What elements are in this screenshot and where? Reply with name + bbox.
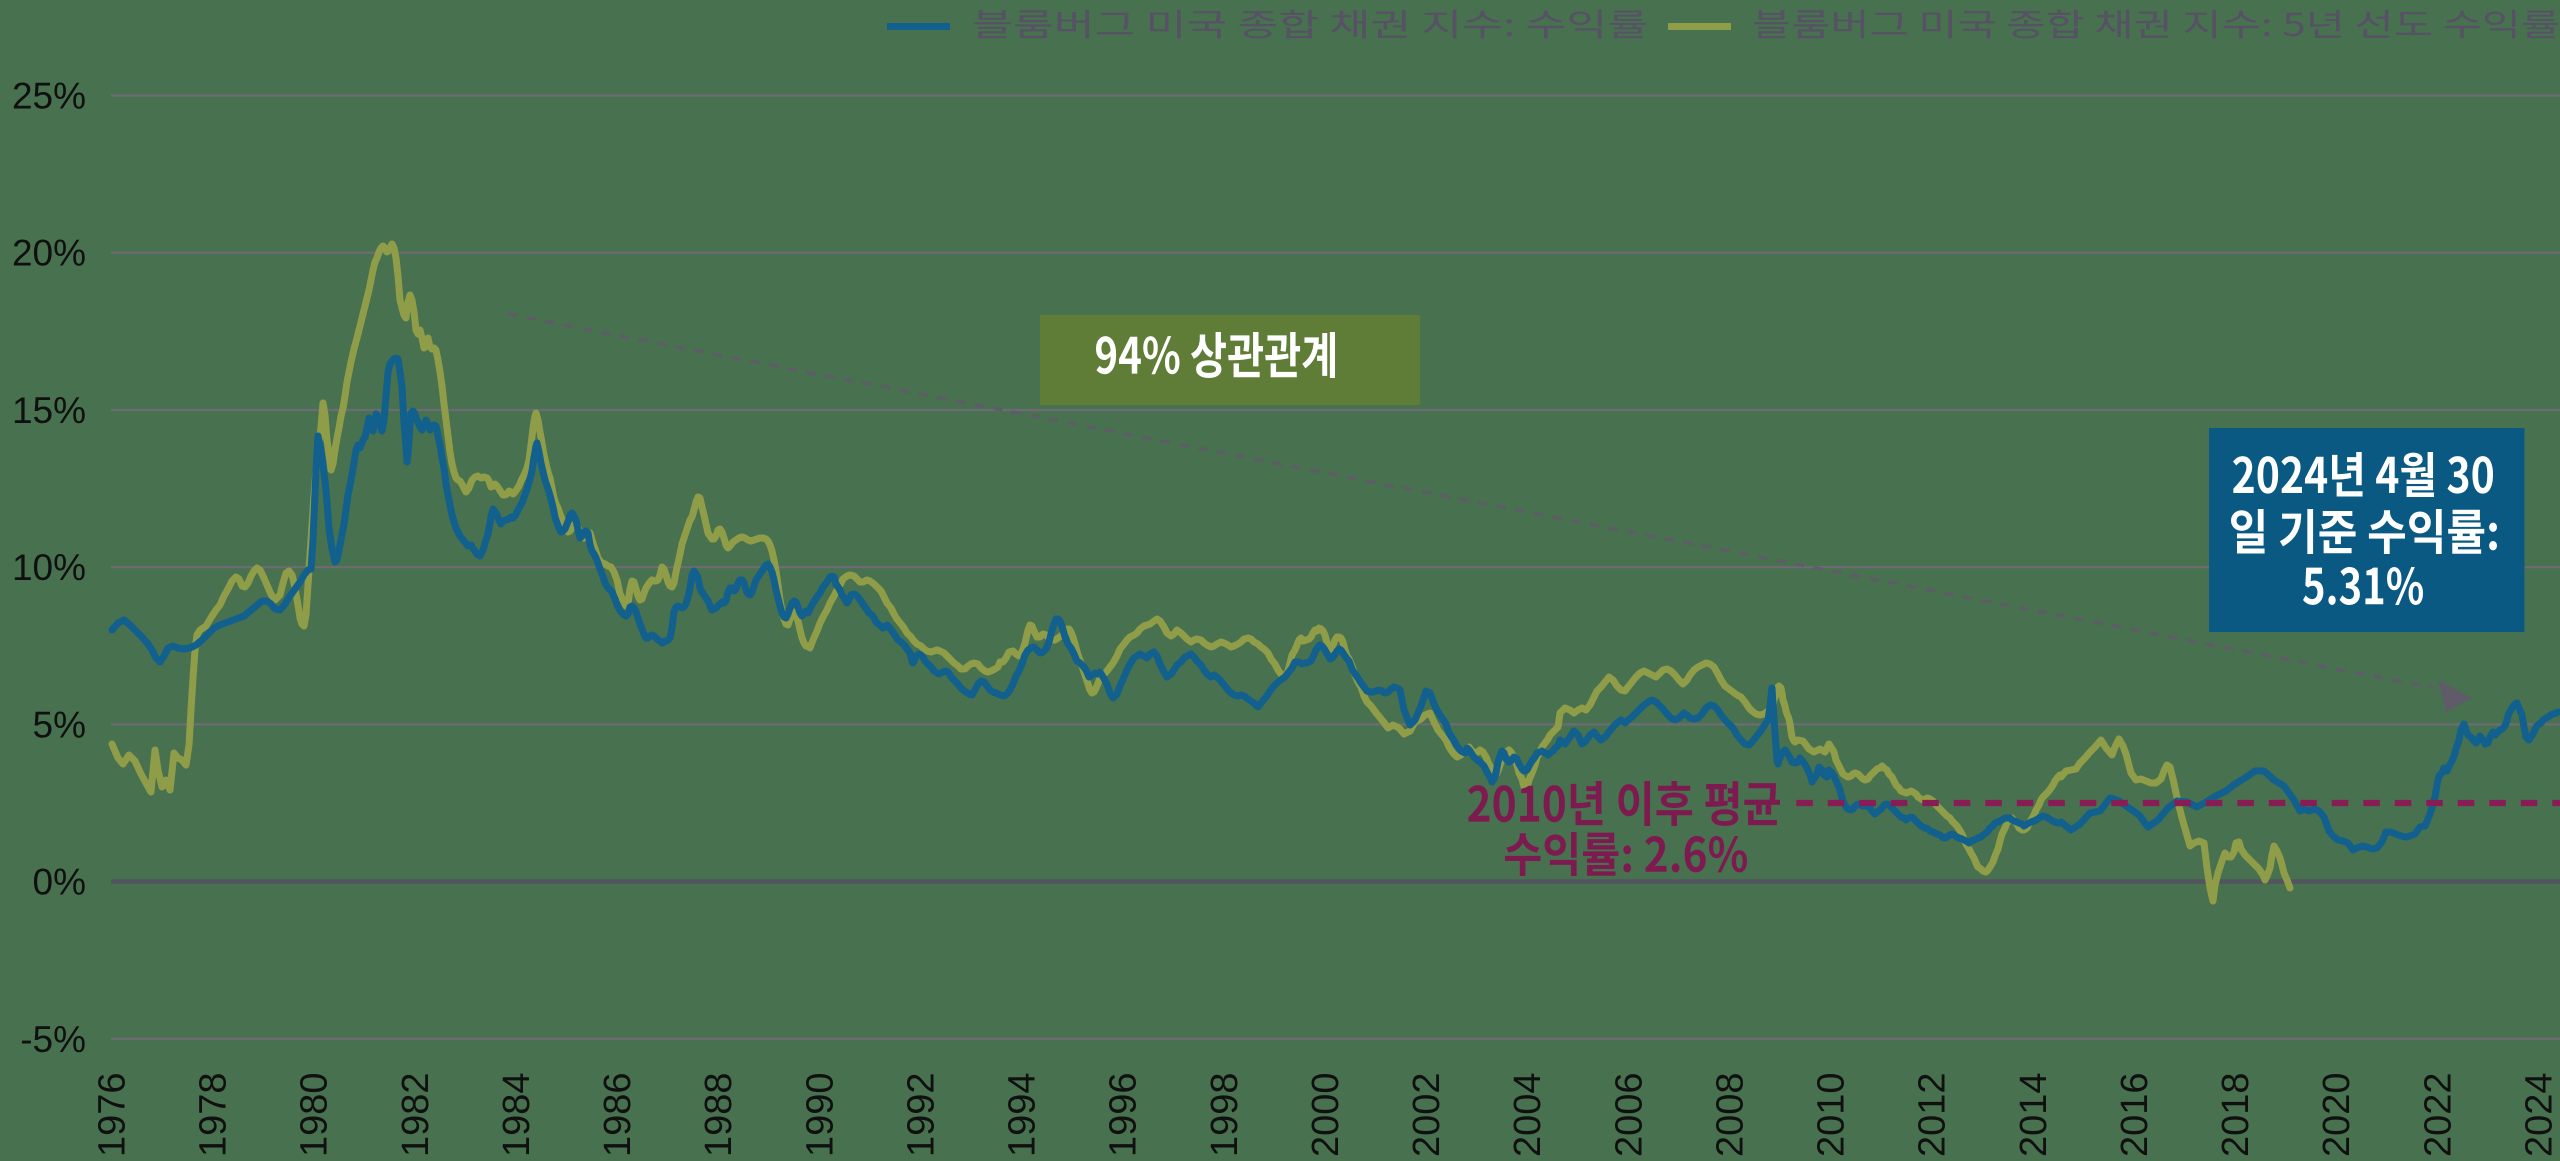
svg-text:5%: 5% [33, 704, 86, 745]
svg-text:2022: 2022 [2417, 1072, 2459, 1157]
svg-text:2004: 2004 [1507, 1072, 1549, 1157]
svg-text:1988: 1988 [698, 1072, 740, 1157]
svg-text:1992: 1992 [901, 1072, 943, 1157]
svg-text:0%: 0% [33, 862, 86, 903]
svg-text:20%: 20% [12, 233, 86, 274]
svg-text:2000: 2000 [1305, 1072, 1347, 1157]
svg-text:2006: 2006 [1608, 1072, 1650, 1157]
svg-text:2020: 2020 [2316, 1072, 2358, 1157]
svg-text:2024: 2024 [2518, 1072, 2560, 1157]
svg-text:1984: 1984 [496, 1072, 538, 1157]
svg-text:2002: 2002 [1406, 1072, 1448, 1157]
svg-text:1990: 1990 [799, 1072, 841, 1157]
svg-text:1998: 1998 [1204, 1072, 1246, 1157]
svg-text:1976: 1976 [92, 1072, 134, 1157]
svg-text:25%: 25% [12, 76, 86, 117]
svg-text:1978: 1978 [193, 1072, 235, 1157]
svg-text:1994: 1994 [1002, 1072, 1044, 1157]
svg-text:1980: 1980 [294, 1072, 336, 1157]
svg-text:2016: 2016 [2114, 1072, 2156, 1157]
svg-text:1986: 1986 [597, 1072, 639, 1157]
svg-text:2010: 2010 [1811, 1072, 1853, 1157]
svg-text:15%: 15% [12, 390, 86, 431]
svg-text:-5%: -5% [20, 1019, 86, 1060]
svg-text:2018: 2018 [2215, 1072, 2257, 1157]
svg-text:1982: 1982 [395, 1072, 437, 1157]
svg-text:2014: 2014 [2013, 1072, 2055, 1157]
svg-text:1996: 1996 [1103, 1072, 1145, 1157]
svg-text:10%: 10% [12, 547, 86, 588]
svg-text:2008: 2008 [1709, 1072, 1751, 1157]
svg-text:2012: 2012 [1912, 1072, 1954, 1157]
